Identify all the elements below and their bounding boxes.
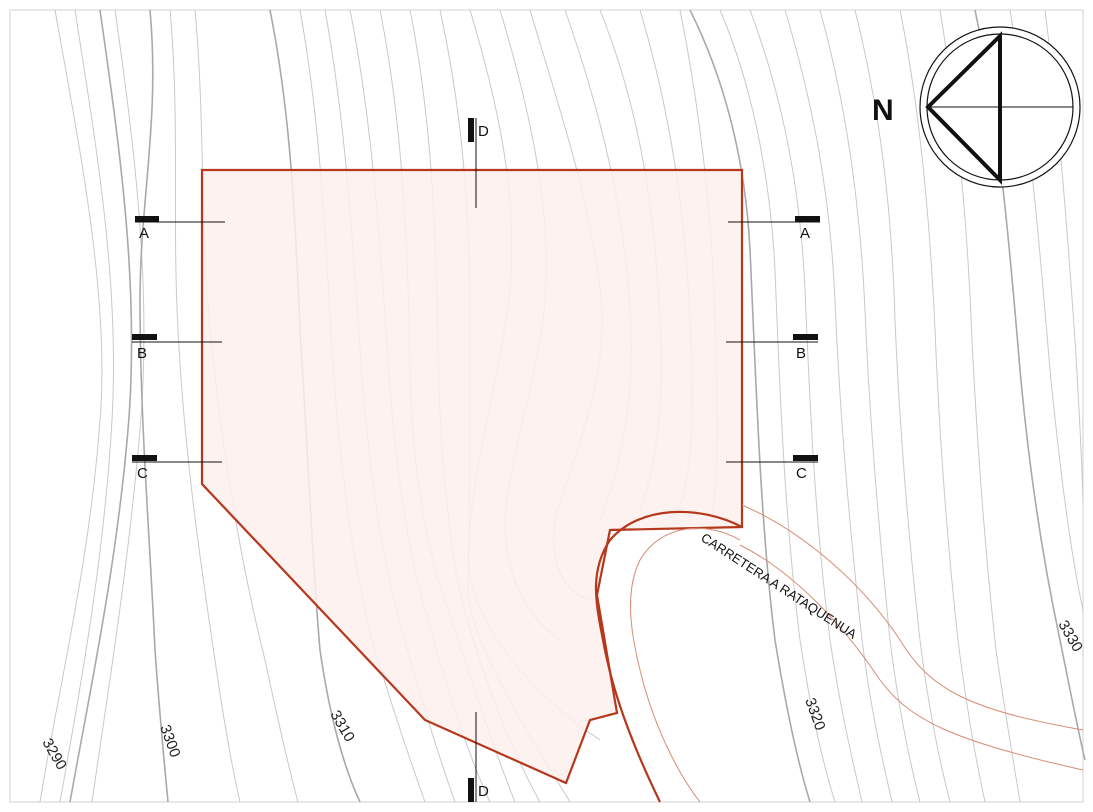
section-d-bottom: D bbox=[478, 783, 489, 800]
contour-3290 bbox=[69, 9, 133, 803]
north-arrow-icon: N bbox=[872, 26, 1081, 188]
road: CARRETERA A RATAQUENUA bbox=[594, 504, 1084, 803]
section-a-right: A bbox=[800, 225, 810, 242]
map-frame bbox=[9, 9, 1084, 803]
contour-3300 bbox=[139, 9, 169, 803]
contour-label-3300: 3300 bbox=[156, 723, 183, 760]
section-c-left: C bbox=[137, 465, 148, 482]
lot-boundary[interactable] bbox=[200, 168, 744, 785]
section-b-right: B bbox=[796, 345, 806, 362]
contour-label-3290: 3290 bbox=[39, 736, 70, 773]
section-markers: A A B B C C D D bbox=[132, 118, 820, 802]
section-b-left: B bbox=[137, 345, 147, 362]
section-d-top: D bbox=[478, 123, 489, 140]
section-c-right: C bbox=[796, 465, 807, 482]
section-a-left: A bbox=[139, 225, 149, 242]
contour-label-3310: 3310 bbox=[327, 708, 358, 745]
contour-label-3320: 3320 bbox=[801, 696, 828, 733]
north-label: N bbox=[872, 94, 894, 127]
road-label: CARRETERA A RATAQUENUA bbox=[698, 530, 859, 642]
